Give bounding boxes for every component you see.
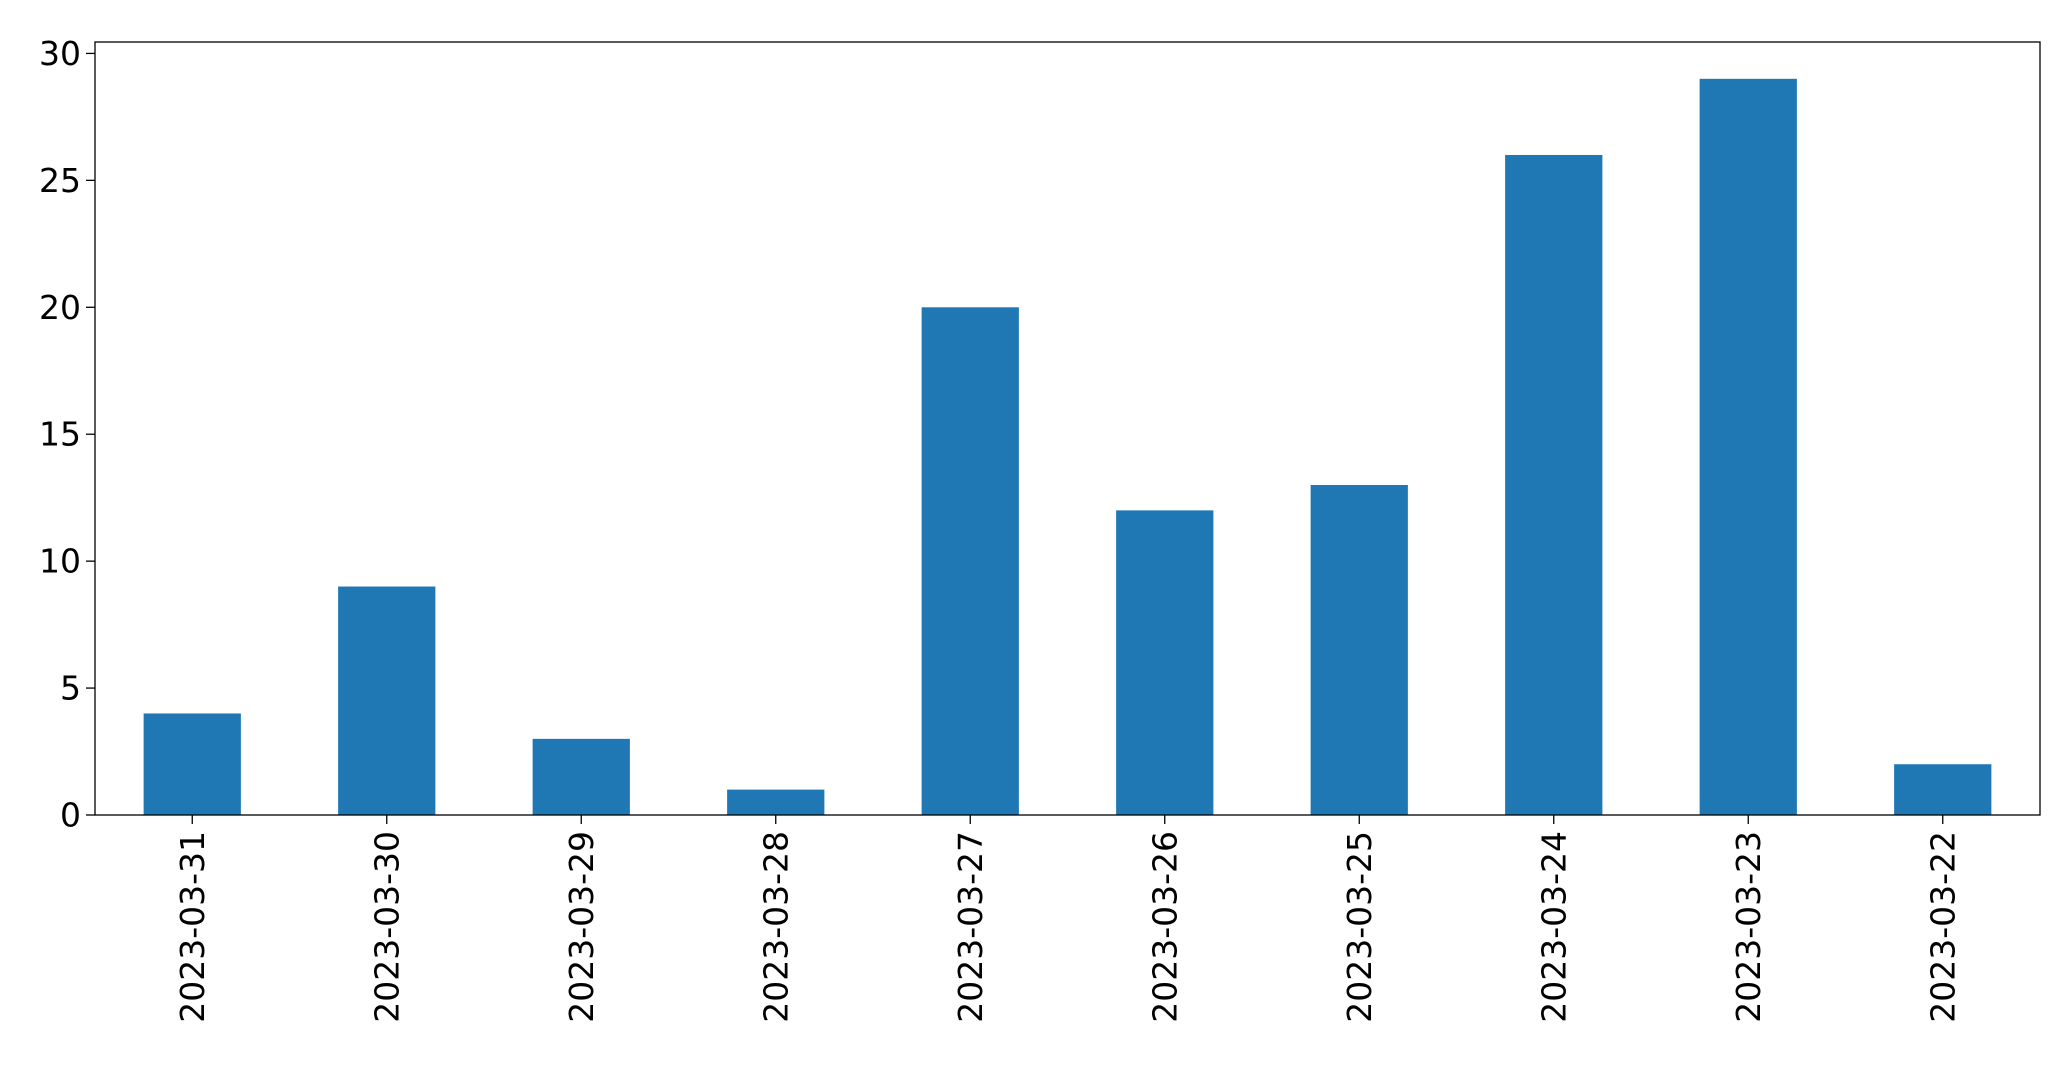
x-tick-label: 2023-03-28 — [756, 831, 795, 1023]
bar-2023-03-25 — [1310, 484, 1408, 815]
x-tick-label: 2023-03-24 — [1534, 831, 1573, 1023]
x-tick-label: 2023-03-29 — [562, 831, 601, 1023]
bar-2023-03-31 — [143, 713, 241, 815]
y-tick-label: 0 — [60, 796, 81, 835]
bar-2023-03-26 — [1116, 510, 1214, 815]
bar-2023-03-23 — [1699, 78, 1797, 816]
x-tick-label: 2023-03-22 — [1923, 831, 1962, 1023]
x-tick-label: 2023-03-31 — [173, 831, 212, 1023]
x-axis: 2023-03-31 2023-03-30 2023-03-29 2023-03-28… — [173, 815, 1962, 1023]
x-tick-label: 2023-03-25 — [1340, 831, 1379, 1023]
bar-2023-03-30 — [338, 586, 436, 815]
y-tick-label: 5 — [60, 669, 81, 708]
y-tick-label: 15 — [39, 415, 81, 454]
x-tick-label: 2023-03-27 — [951, 831, 990, 1023]
x-tick-label: 2023-03-23 — [1729, 831, 1768, 1023]
y-tick-label: 20 — [39, 288, 81, 327]
y-tick-label: 30 — [39, 34, 81, 73]
x-tick-label: 2023-03-30 — [367, 831, 406, 1023]
bar-2023-03-22 — [1894, 764, 1992, 815]
bar-2023-03-28 — [727, 789, 825, 815]
bar-2023-03-29 — [532, 738, 630, 815]
bar-2023-03-24 — [1505, 154, 1603, 815]
plot-frame — [94, 41, 2041, 816]
y-axis: 0 5 10 15 20 25 30 — [39, 34, 95, 835]
x-tick-label: 2023-03-26 — [1145, 831, 1184, 1023]
y-tick-label: 25 — [39, 161, 81, 200]
bars — [143, 78, 1992, 816]
y-tick-label: 10 — [39, 542, 81, 581]
bar-2023-03-27 — [921, 307, 1019, 815]
